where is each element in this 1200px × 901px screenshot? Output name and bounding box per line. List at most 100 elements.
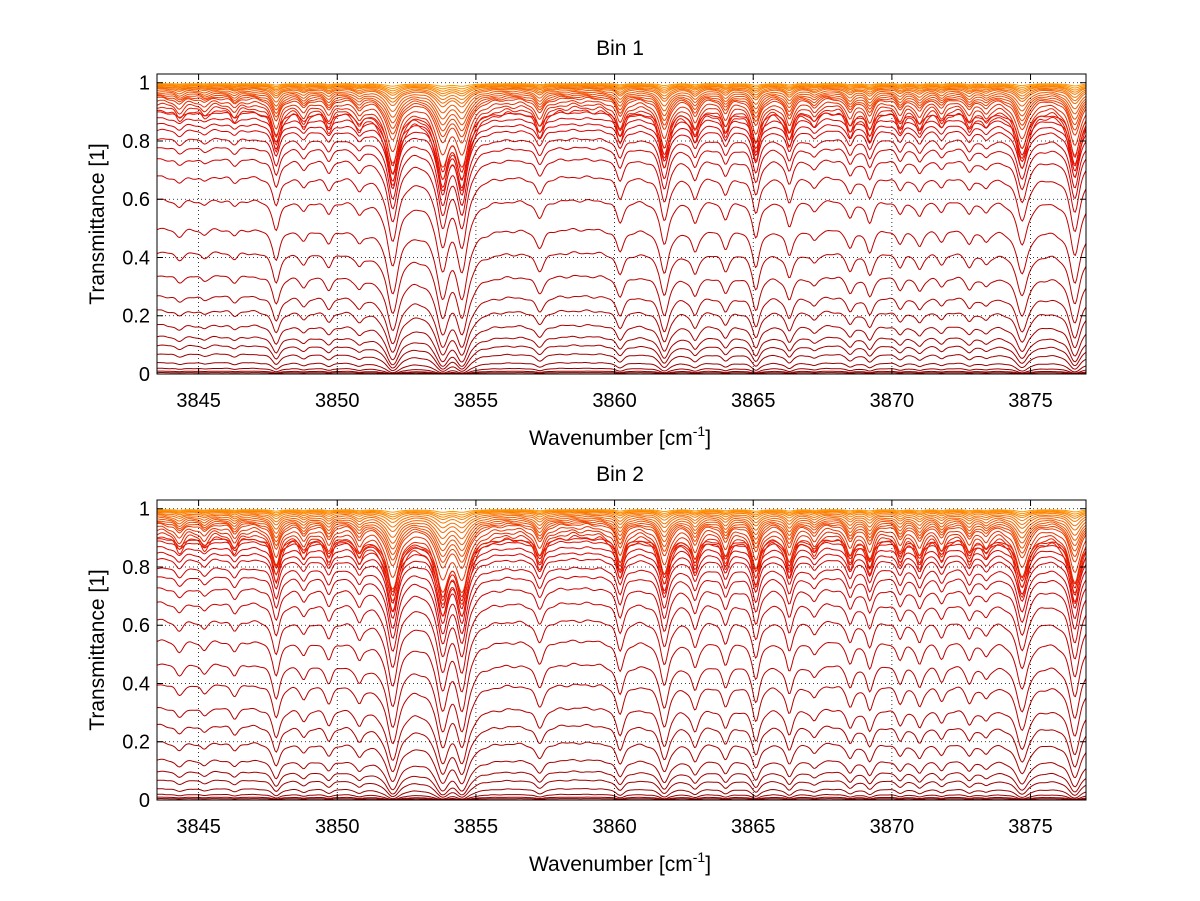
series-line	[157, 158, 1086, 230]
series-line	[157, 706, 1086, 765]
y-tick-label: 0	[139, 790, 150, 812]
series-line	[157, 137, 1086, 207]
series-line	[157, 512, 1086, 529]
series-line	[157, 510, 1086, 521]
series-line	[157, 105, 1086, 180]
series-line	[157, 367, 1086, 374]
series-line	[157, 83, 1086, 87]
chart-title: Bin 2	[596, 463, 644, 486]
y-tick-label: 0.8	[122, 131, 150, 153]
series-line	[157, 87, 1086, 104]
series-line	[157, 520, 1086, 557]
x-tick-label: 3875	[1008, 390, 1053, 412]
x-axis-label-sup: -1	[693, 849, 706, 865]
x-tick-label: 3865	[731, 816, 776, 838]
y-axis-label: Transmittance [1]	[86, 569, 109, 730]
series-line	[157, 662, 1086, 733]
y-axis-label: Transmittance [1]	[86, 143, 109, 304]
series-group	[157, 509, 1086, 800]
y-tick-label: 0.4	[122, 673, 150, 695]
series-line	[157, 522, 1086, 569]
series-line	[157, 639, 1086, 713]
axis-ticks: 3845 3850 3855 3860 3865 3870 3875 0 0.2 0.4 0.6 0.…	[122, 73, 1086, 412]
series-line	[157, 102, 1086, 168]
series-line	[157, 575, 1086, 645]
x-tick-label: 3845	[176, 816, 221, 838]
series-line	[157, 515, 1086, 540]
series-line	[157, 798, 1086, 800]
x-axis-label-end: ]	[705, 427, 711, 450]
series-line	[157, 84, 1086, 92]
series-line	[157, 128, 1086, 196]
series-line	[157, 511, 1086, 524]
x-tick-label: 3850	[315, 816, 360, 838]
series-line	[157, 274, 1086, 336]
x-tick-label: 3855	[454, 816, 499, 838]
x-tick-label: 3845	[176, 390, 221, 412]
series-line	[157, 117, 1086, 181]
series-line	[157, 509, 1086, 516]
y-tick-label: 0.6	[122, 189, 150, 211]
series-line	[157, 517, 1086, 546]
series-line	[157, 91, 1086, 120]
series-line	[157, 796, 1086, 800]
subplot-bin-1: Bin 1 3845 3850 3855 3860 3865 3870 3875 0 0.2 0.…	[86, 37, 1087, 450]
series-line	[157, 146, 1086, 217]
x-tick-label: 3870	[870, 390, 915, 412]
y-tick-label: 0.8	[122, 557, 150, 579]
series-line	[157, 83, 1086, 90]
series-line	[157, 741, 1086, 785]
series-line	[157, 353, 1086, 372]
series-line	[157, 788, 1086, 800]
x-tick-label: 3855	[454, 390, 499, 412]
y-tick-label: 0	[139, 364, 150, 386]
series-line	[157, 95, 1086, 138]
series-line	[157, 362, 1086, 374]
series-line	[157, 528, 1086, 594]
series-line	[157, 587, 1086, 658]
x-tick-label: 3850	[315, 390, 360, 412]
x-tick-label: 3870	[870, 816, 915, 838]
series-line	[157, 514, 1086, 534]
series-line	[157, 779, 1086, 798]
series-line	[157, 723, 1086, 776]
series-group	[157, 83, 1086, 374]
series-line	[157, 111, 1086, 173]
y-tick-label: 0.2	[122, 306, 150, 328]
series-line	[157, 85, 1086, 97]
axes-box	[156, 73, 1087, 375]
series-line	[157, 370, 1086, 374]
series-line	[157, 551, 1086, 618]
series-line	[157, 601, 1086, 674]
x-axis-label-main: Wavenumber [cm	[529, 853, 693, 876]
series-line	[157, 534, 1086, 617]
x-axis-label: Wavenumber [cm-1]	[529, 849, 711, 876]
series-line	[157, 309, 1086, 356]
series-line	[157, 540, 1086, 602]
series-line	[157, 295, 1086, 348]
series-line	[157, 525, 1086, 581]
series-line	[157, 510, 1086, 518]
series-line	[157, 557, 1086, 625]
y-tick-label: 0.6	[122, 615, 150, 637]
series-line	[157, 99, 1086, 156]
x-tick-label: 3860	[592, 816, 637, 838]
x-axis-label-end: ]	[705, 853, 711, 876]
series-line	[157, 89, 1086, 114]
series-line	[157, 618, 1086, 693]
series-line	[157, 88, 1086, 108]
x-axis-label-main: Wavenumber [cm	[529, 427, 693, 450]
x-axis-label-sup: -1	[693, 423, 706, 439]
series-line	[157, 198, 1086, 274]
y-tick-label: 1	[139, 73, 150, 95]
y-tick-label: 0.4	[122, 247, 150, 269]
axes-box	[156, 499, 1087, 801]
y-tick-label: 0.2	[122, 732, 150, 754]
series-line	[157, 518, 1086, 552]
series-line	[157, 683, 1086, 749]
series-line	[157, 793, 1086, 800]
subplot-bin-2: Bin 2 3845 3850 3855 3860 3865 3870 3875 0 0.2 0.…	[86, 463, 1087, 876]
series-line	[157, 546, 1086, 610]
series-line	[157, 324, 1086, 363]
series-line	[157, 335, 1086, 367]
